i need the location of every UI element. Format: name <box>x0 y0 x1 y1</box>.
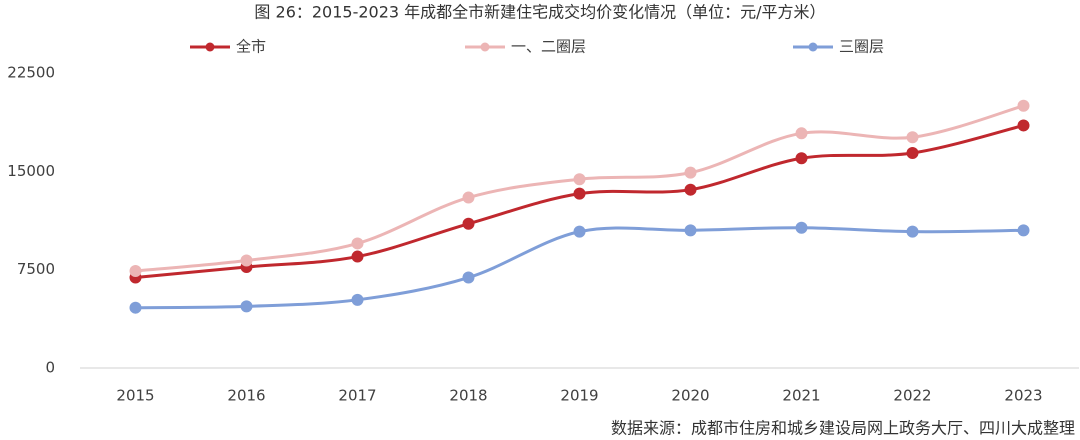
x-tick-label: 2021 <box>782 387 820 405</box>
legend-marker <box>205 42 215 52</box>
data-point <box>351 293 364 306</box>
data-point <box>129 301 142 314</box>
data-point <box>351 250 364 263</box>
data-point <box>573 173 586 186</box>
x-tick-label: 2015 <box>116 387 154 405</box>
x-tick-label: 2020 <box>671 387 709 405</box>
x-tick-label: 2019 <box>560 387 598 405</box>
data-point <box>351 237 364 250</box>
x-tick-label: 2016 <box>227 387 265 405</box>
x-tick-label: 2017 <box>338 387 376 405</box>
y-tick-label: 22500 <box>7 64 55 82</box>
data-point <box>795 127 808 140</box>
series-line <box>135 226 1024 310</box>
data-point <box>795 221 808 234</box>
data-point <box>1017 119 1030 132</box>
source-note: 数据来源：成都市住房和城乡建设局网上政务大厅、四川大成整理 <box>611 419 1075 438</box>
data-point <box>240 254 253 267</box>
data-point <box>906 131 919 144</box>
legend-label: 一、二圈层 <box>511 38 586 56</box>
legend-label: 三圈层 <box>839 38 884 56</box>
data-point <box>906 225 919 238</box>
data-point <box>573 187 586 200</box>
x-tick-label: 2022 <box>893 387 931 405</box>
y-tick-label: 7500 <box>17 260 55 278</box>
data-point <box>795 152 808 165</box>
x-tick-label: 2023 <box>1004 387 1042 405</box>
data-point <box>684 224 697 237</box>
data-point <box>1017 99 1030 112</box>
legend-label: 全市 <box>236 38 266 56</box>
y-tick-label: 0 <box>45 359 55 377</box>
legend-marker <box>480 42 490 52</box>
data-point <box>129 264 142 277</box>
x-tick-label: 2018 <box>449 387 487 405</box>
data-point <box>240 300 253 313</box>
data-point <box>684 166 697 179</box>
chart-title: 图 26：2015-2023 年成都全市新建住宅成交均价变化情况（单位：元/平方… <box>254 3 825 22</box>
data-point <box>462 217 475 230</box>
data-point <box>1017 224 1030 237</box>
series-line <box>135 123 1024 280</box>
data-point <box>684 183 697 196</box>
data-point <box>906 146 919 159</box>
data-point <box>462 271 475 284</box>
data-point <box>462 191 475 204</box>
legend-marker <box>808 42 818 52</box>
y-tick-label: 15000 <box>7 162 55 180</box>
data-point <box>573 225 586 238</box>
